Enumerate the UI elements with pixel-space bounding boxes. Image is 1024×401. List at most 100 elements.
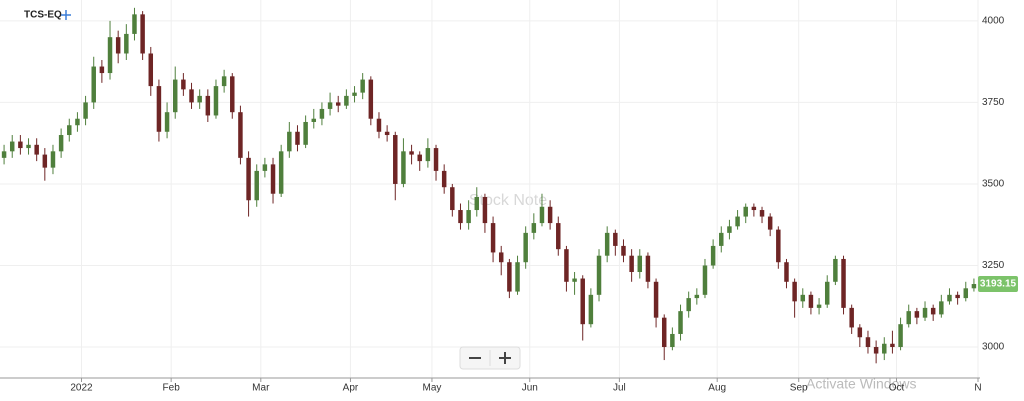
- candle-body: [50, 151, 56, 168]
- candle-body: [776, 229, 781, 263]
- candle-body: [221, 76, 227, 87]
- candle-body: [678, 311, 683, 334]
- candle-body: [107, 37, 113, 74]
- candle-body: [393, 135, 398, 184]
- candle-body: [368, 79, 374, 119]
- candle-body: [792, 281, 797, 302]
- candle-body: [800, 294, 806, 302]
- candle-body: [539, 206, 545, 224]
- candle-body: [531, 223, 537, 233]
- candle-body: [9, 141, 15, 152]
- candle-body: [865, 337, 871, 348]
- x-tick-label: Apr: [343, 383, 359, 394]
- candle-body: [922, 307, 928, 318]
- add-button[interactable]: [61, 10, 71, 20]
- x-tick-label: Jun: [522, 383, 538, 394]
- y-tick-label: 3750: [982, 97, 1005, 108]
- candle-body: [661, 317, 667, 348]
- candle-body: [613, 232, 618, 246]
- zoom-in-button[interactable]: [499, 352, 511, 364]
- x-tick-label: 2022: [70, 383, 93, 394]
- candle-body: [808, 294, 814, 308]
- y-tick-label: 3500: [982, 179, 1005, 190]
- candle-body: [898, 324, 903, 348]
- candle-body: [287, 131, 292, 152]
- candle-body: [784, 262, 789, 282]
- candle-body: [327, 102, 333, 109]
- candle-body: [955, 294, 960, 299]
- candle-body: [751, 206, 757, 211]
- candle-body: [670, 333, 675, 348]
- y-tick-label: 4000: [982, 16, 1005, 27]
- last-price-box: [978, 276, 1018, 293]
- candle-body: [213, 86, 219, 116]
- candle-body: [67, 125, 72, 136]
- candle-body: [857, 327, 863, 338]
- candle-body: [189, 89, 194, 103]
- candle-body: [458, 210, 463, 224]
- candle-body: [466, 210, 471, 224]
- watermark: Stock Note: [469, 192, 547, 209]
- candle-body: [34, 144, 39, 155]
- candle-body: [930, 307, 936, 315]
- x-tick-label: Feb: [163, 383, 181, 394]
- candle-body: [238, 112, 243, 158]
- candle-body: [156, 86, 162, 132]
- os-overlay: Activate Windows: [806, 376, 916, 392]
- candle-body: [311, 118, 317, 122]
- candle-body: [914, 311, 920, 318]
- candle-body: [26, 144, 31, 149]
- candle-body: [482, 196, 488, 224]
- candle-body: [58, 135, 64, 152]
- candle-body: [702, 265, 708, 295]
- candle-body: [99, 66, 105, 74]
- candle-body: [262, 164, 268, 171]
- x-tick-label: Jul: [613, 383, 626, 394]
- y-tick-label: 3250: [982, 260, 1005, 271]
- candle-body: [523, 232, 528, 263]
- candle-body: [735, 216, 740, 227]
- x-tick-label: Aug: [708, 383, 726, 394]
- candle-body: [433, 148, 439, 171]
- last-price-label: 3193.15: [980, 279, 1017, 290]
- candle-body: [759, 210, 765, 217]
- candle-body: [352, 92, 357, 96]
- candle-body: [295, 131, 300, 145]
- x-tick-label: May: [422, 383, 441, 394]
- candle-body: [230, 76, 235, 113]
- candle-body: [132, 14, 137, 34]
- candle-body: [547, 206, 553, 224]
- candle-body: [572, 278, 577, 282]
- candle-body: [767, 216, 773, 230]
- candle-body: [278, 151, 284, 194]
- candle-body: [498, 252, 504, 263]
- x-tick-label: Sep: [790, 383, 808, 394]
- candle-body: [556, 223, 561, 250]
- candle-body: [205, 95, 211, 116]
- candle-body: [254, 170, 259, 201]
- candle-body: [816, 304, 822, 308]
- candle-body: [474, 196, 480, 211]
- candle-body: [441, 170, 447, 188]
- candle-body: [710, 245, 716, 266]
- candle-body: [425, 148, 431, 162]
- candle-body: [360, 79, 365, 93]
- candle-body: [719, 232, 724, 246]
- candle-body: [344, 95, 349, 106]
- candle-body: [939, 301, 944, 315]
- candle-body: [694, 294, 700, 299]
- candle-body: [971, 284, 977, 289]
- candle-body: [197, 95, 202, 103]
- candle-body: [637, 255, 643, 273]
- candle-body: [490, 223, 496, 253]
- candle-body: [384, 131, 390, 136]
- candle-body: [319, 108, 325, 119]
- candle-body: [42, 154, 48, 168]
- candle-body: [963, 288, 969, 299]
- candle-body: [181, 79, 186, 90]
- candle-body: [890, 343, 895, 348]
- candle-body: [588, 294, 594, 325]
- x-tick-label: Oct: [889, 383, 905, 394]
- candle-body: [727, 226, 732, 233]
